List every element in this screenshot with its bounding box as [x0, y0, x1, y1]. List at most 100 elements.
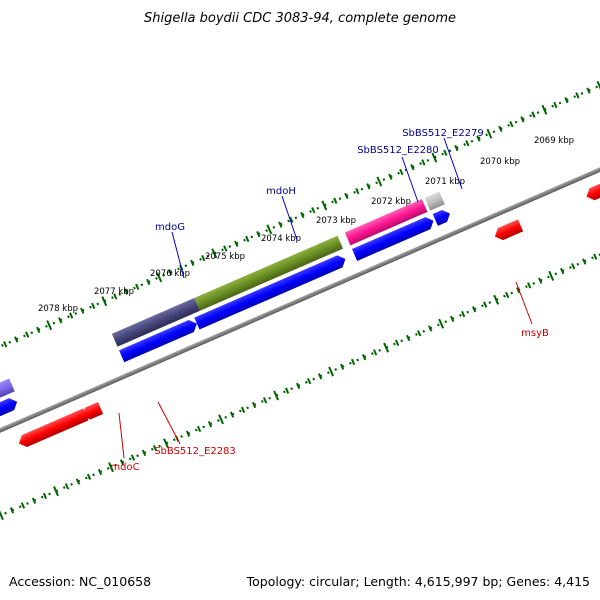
forward-ring-tick-33 — [245, 235, 250, 243]
forward-ring-tick-57 — [509, 120, 514, 128]
forward-cds-arrow-E2279 — [432, 209, 450, 226]
reverse-ring-tick-47 — [461, 310, 466, 318]
forward-ring-tick-36 — [278, 221, 283, 228]
forward-ring-tick-64 — [586, 87, 591, 94]
reverse-ring-tick-13 — [86, 473, 92, 480]
gene-label-mdoG: mdoG — [155, 222, 185, 233]
mdoH-bar — [194, 235, 344, 311]
reverse-ring-tick-56 — [560, 267, 565, 275]
reverse-ring-tick-44 — [428, 325, 433, 332]
forward-ring-tick-48 — [410, 164, 415, 171]
forward-ring-ticks — [3, 80, 600, 348]
forward-ring-tick-30 — [211, 248, 218, 259]
forward-ring-tick-61 — [553, 101, 558, 109]
reverse-ring-tick-28 — [251, 401, 257, 409]
reverse-ring-tick-15 — [108, 462, 114, 473]
SbBS512_E2280-bar — [344, 199, 428, 246]
mdoG-bar — [111, 297, 200, 347]
tick-label-2078: 2078 kbp — [38, 304, 78, 314]
forward-ring-tick-52 — [454, 144, 459, 152]
forward-ring-tick-39 — [311, 207, 316, 214]
reverse-ring-tick-32 — [295, 382, 301, 390]
forward-ring-tick-22 — [124, 288, 129, 295]
reverse-ring-tick-46 — [450, 315, 455, 323]
forward-cds-arrow-1 — [0, 398, 18, 432]
reverse-cds-arrow-E2283 — [82, 402, 104, 420]
forward-ring-tick-62 — [564, 97, 569, 104]
reverse-ring-tick-20 — [163, 438, 169, 449]
reverse-ring-tick-51 — [505, 291, 510, 299]
tick-label-2072: 2072 kbp — [371, 197, 411, 207]
forward-ring-tick-53 — [465, 140, 470, 147]
tick-label-2076: 2076 kbp — [150, 269, 190, 279]
forward-ring-tick-23 — [135, 283, 140, 290]
forward-ring-tick-14 — [36, 326, 41, 334]
reverse-cds-arrow-edge — [586, 180, 600, 201]
reverse-ring-tick-30 — [273, 390, 279, 401]
reverse-ring-ticks — [0, 253, 598, 521]
gene-label-mdoH: mdoH — [266, 186, 296, 197]
reverse-ring-tick-8 — [31, 497, 37, 504]
forward-ring-tick-35 — [266, 224, 273, 235]
genome-track — [0, 60, 600, 541]
reverse-cds-arrow-msyB — [494, 219, 524, 241]
reverse-ring-tick-7 — [20, 502, 26, 509]
leader-line-mdoH — [281, 195, 298, 241]
tick-labels: 2078 kbp 2077 kbp 2076 kbp 2075 kbp 2074… — [38, 136, 574, 314]
tick-label-2070: 2070 kbp — [480, 157, 520, 167]
forward-ring-tick-38 — [300, 211, 305, 219]
reverse-ring-tick-24 — [207, 421, 213, 428]
forward-ring-tick-31 — [223, 245, 228, 252]
reverse-ring-tick-9 — [42, 492, 48, 500]
reverse-ring-tick-42 — [406, 334, 411, 342]
forward-ring-tick-26 — [168, 269, 173, 276]
SbBS512_E2279-bar — [424, 191, 445, 211]
gene-label-SbBS512_E2283: SbBS512_E2283 — [154, 446, 236, 457]
reverse-cds-arrow-mdoC — [18, 408, 89, 448]
forward-ring-tick-44 — [366, 183, 371, 190]
forward-ring-tick-40 — [321, 200, 328, 211]
reverse-ring-tick-37 — [350, 358, 356, 366]
forward-ring-tick-58 — [520, 116, 525, 123]
forward-ring-tick-49 — [421, 159, 426, 166]
reverse-ring-tick-11 — [64, 483, 70, 490]
forward-ring-tick-56 — [498, 125, 503, 133]
forward-ring-tick-17 — [69, 312, 74, 319]
forward-ring-tick-21 — [113, 293, 118, 300]
forward-ring-tick-20 — [101, 296, 108, 307]
tick-label-2077: 2077 kbp — [94, 287, 134, 297]
leader-line-E2280 — [401, 156, 419, 203]
tick-label-2075: 2075 kbp — [205, 252, 245, 262]
reverse-ring-tick-58 — [582, 258, 587, 265]
gene-labels: mdoG mdoH SbBS512_E2280 SbBS512_E2279 ms… — [110, 128, 549, 473]
reverse-ring-tick-23 — [196, 425, 202, 433]
forward-ring-tick-12 — [14, 336, 19, 343]
reverse-ring-tick-26 — [229, 411, 235, 418]
forward-cds-arrow-mdoH — [194, 255, 346, 330]
tick-label-2071: 2071 kbp — [425, 177, 465, 187]
reverse-ring-tick-33 — [306, 377, 312, 385]
forward-ring-tick-63 — [575, 92, 580, 99]
forward-ring-tick-47 — [399, 168, 404, 176]
gene-label-SbBS512_E2279: SbBS512_E2279 — [402, 128, 484, 139]
forward-ring-tick-34 — [256, 231, 261, 238]
reverse-ring-tick-35 — [328, 366, 335, 377]
reverse-ring-tick-41 — [395, 339, 400, 346]
forward-ring-tick-15 — [46, 320, 53, 331]
forward-ring-tick-43 — [355, 187, 360, 195]
forward-ring-tick-45 — [376, 176, 383, 187]
forward-ring-tick-41 — [333, 197, 338, 204]
reverse-ring-tick-36 — [339, 363, 345, 370]
reverse-ring-tick-49 — [483, 301, 488, 308]
forward-ring-tick-19 — [91, 302, 96, 310]
reverse-ring-tick-50 — [493, 294, 500, 305]
reverse-ring-tick-14 — [97, 468, 103, 476]
forward-cds-arrow-E2280 — [351, 217, 434, 261]
leader-line-msyB — [515, 281, 533, 325]
reverse-ring-tick-55 — [548, 270, 555, 281]
leader-line-mdoC — [118, 412, 125, 459]
reverse-ring-tick-34 — [317, 373, 323, 380]
tick-label-2073: 2073 kbp — [316, 216, 356, 226]
reverse-ring-tick-53 — [527, 282, 532, 289]
